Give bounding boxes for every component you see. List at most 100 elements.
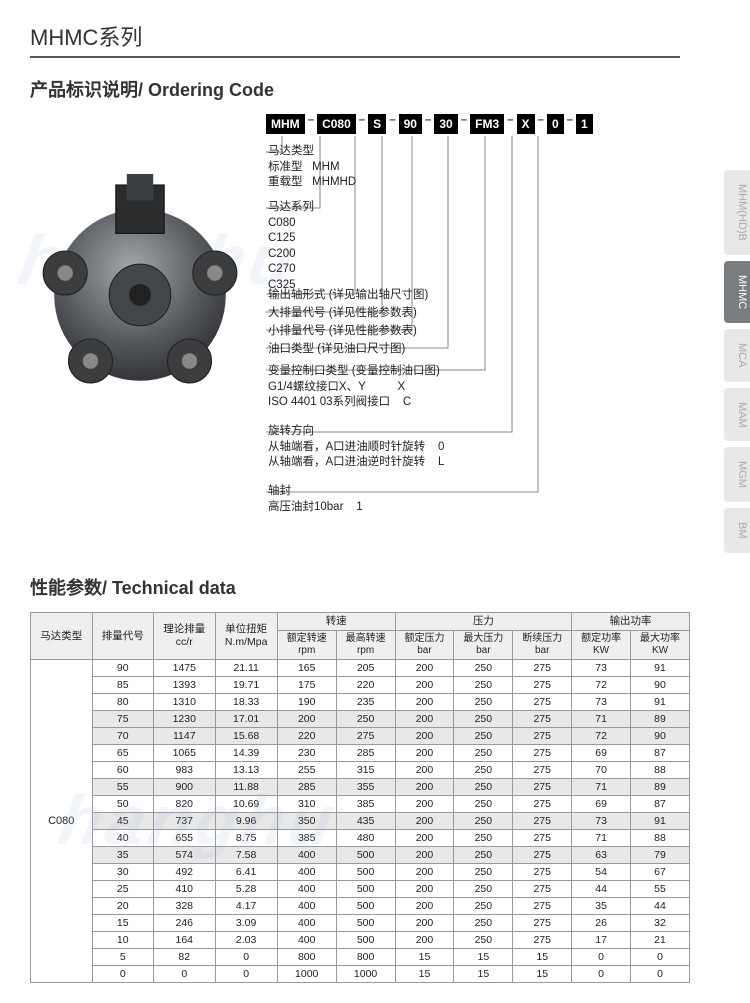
code-panel: MHM–C080–S–90–30–FM3–X–0–1 马达类型 标准型: [260, 114, 720, 564]
table-row: 254105.284005002002502754455: [31, 880, 690, 897]
cell: 79: [631, 846, 690, 863]
series-title: MHMC系列: [30, 20, 680, 58]
desc-motor-type: 马达类型 标准型 MHM 重载型 MHMHD: [268, 144, 356, 191]
cell: 0: [92, 965, 154, 982]
table-row: 5590011.882853552002502757189: [31, 778, 690, 795]
cell: 45: [92, 812, 154, 829]
desc-disp-small: 小排量代号 (详见性能参数表): [268, 324, 417, 340]
th-sub: 额定功率KW: [572, 630, 631, 659]
code-block: MHM: [266, 114, 305, 134]
label: 变量控制口类型 (变量控制油口图): [268, 364, 440, 380]
cell: 200: [395, 812, 454, 829]
cell: 205: [336, 659, 395, 676]
cell: 60: [92, 761, 154, 778]
cell: 275: [513, 812, 572, 829]
cell: 35: [572, 897, 631, 914]
cell: 18.33: [215, 693, 277, 710]
cell: 737: [154, 812, 216, 829]
cell: 820: [154, 795, 216, 812]
th: 排量代号: [92, 613, 154, 660]
cell: 250: [454, 676, 513, 693]
cell: 0: [631, 965, 690, 982]
cell: 6.41: [215, 863, 277, 880]
side-tab[interactable]: MHM(HD)B: [724, 170, 750, 255]
side-tab[interactable]: MHMC: [724, 261, 750, 323]
cell: 15.68: [215, 727, 277, 744]
cell: 400: [277, 863, 336, 880]
cell: 285: [277, 778, 336, 795]
cell: 50: [92, 795, 154, 812]
cell: 235: [336, 693, 395, 710]
cell: 25: [92, 880, 154, 897]
cell: 250: [454, 727, 513, 744]
ordering-title: 产品标识说明/ Ordering Code: [30, 76, 720, 102]
cell: 492: [154, 863, 216, 880]
cell: 21.11: [215, 659, 277, 676]
cell: 250: [454, 761, 513, 778]
cell: 1000: [336, 965, 395, 982]
cell: 275: [513, 727, 572, 744]
cell: 275: [513, 846, 572, 863]
cell: 230: [277, 744, 336, 761]
cell: 800: [277, 948, 336, 965]
cell: 44: [631, 897, 690, 914]
label: 从轴端看，A口进油顺时针旋转 0: [268, 440, 444, 456]
cell: 88: [631, 761, 690, 778]
side-tab[interactable]: BM: [724, 508, 750, 553]
cell: 250: [454, 693, 513, 710]
cell: 200: [395, 863, 454, 880]
cell: 800: [336, 948, 395, 965]
cell: 71: [572, 829, 631, 846]
th-sub: 最大压力bar: [454, 630, 513, 659]
side-tab[interactable]: MGM: [724, 447, 750, 502]
label: 从轴端看，A口进油逆时针旋转 L: [268, 455, 444, 471]
cell: 1230: [154, 710, 216, 727]
cell: 0: [215, 965, 277, 982]
cell: 75: [92, 710, 154, 727]
label: G1/4螺纹接口X、Y X: [268, 380, 440, 396]
cell: 200: [395, 914, 454, 931]
cell: 165: [277, 659, 336, 676]
tech-table: 马达类型 排量代号 理论排量cc/r 单位扭矩N.m/Mpa 转速 压力 输出功…: [30, 612, 690, 983]
desc-series: 马达系列 C080 C125 C200 C270 C325: [268, 200, 314, 293]
desc-disp-big: 大排量代号 (详见性能参数表): [268, 306, 417, 322]
cell: 89: [631, 710, 690, 727]
table-row: 304926.414005002002502755467: [31, 863, 690, 880]
cell: 250: [454, 931, 513, 948]
cell: 91: [631, 659, 690, 676]
label: ISO 4401 03系列阀接口 C: [268, 395, 440, 411]
cell: 10.69: [215, 795, 277, 812]
cell: 275: [513, 863, 572, 880]
table-row: 85139319.711752202002502757290: [31, 676, 690, 693]
side-tab[interactable]: MCA: [724, 329, 750, 381]
cell: 11.88: [215, 778, 277, 795]
cell: 250: [454, 914, 513, 931]
motor-svg-icon: [30, 174, 250, 394]
table-row: 406558.753854802002502757188: [31, 829, 690, 846]
cell: 200: [395, 846, 454, 863]
label: 重载型 MHMHD: [268, 175, 356, 191]
cell: 410: [154, 880, 216, 897]
cell: 655: [154, 829, 216, 846]
cell: 65: [92, 744, 154, 761]
table-row: 101642.034005002002502751721: [31, 931, 690, 948]
cell: 15: [513, 948, 572, 965]
cell: 69: [572, 795, 631, 812]
cell: 90: [92, 659, 154, 676]
cell: 500: [336, 897, 395, 914]
side-tabs: MHM(HD)B MHMC MCA MAM MGM BM: [724, 170, 750, 553]
cell: 275: [513, 659, 572, 676]
cell: 54: [572, 863, 631, 880]
cell: 30: [92, 863, 154, 880]
code-block: 1: [576, 114, 593, 134]
cell: 574: [154, 846, 216, 863]
cell: 500: [336, 846, 395, 863]
cell: 250: [454, 710, 513, 727]
label: C270: [268, 262, 314, 278]
side-tab[interactable]: MAM: [724, 388, 750, 442]
cell: 73: [572, 812, 631, 829]
cell: 200: [395, 880, 454, 897]
table-row: 70114715.682202752002502757290: [31, 727, 690, 744]
label: 马达系列: [268, 200, 314, 216]
cell: 0: [572, 965, 631, 982]
